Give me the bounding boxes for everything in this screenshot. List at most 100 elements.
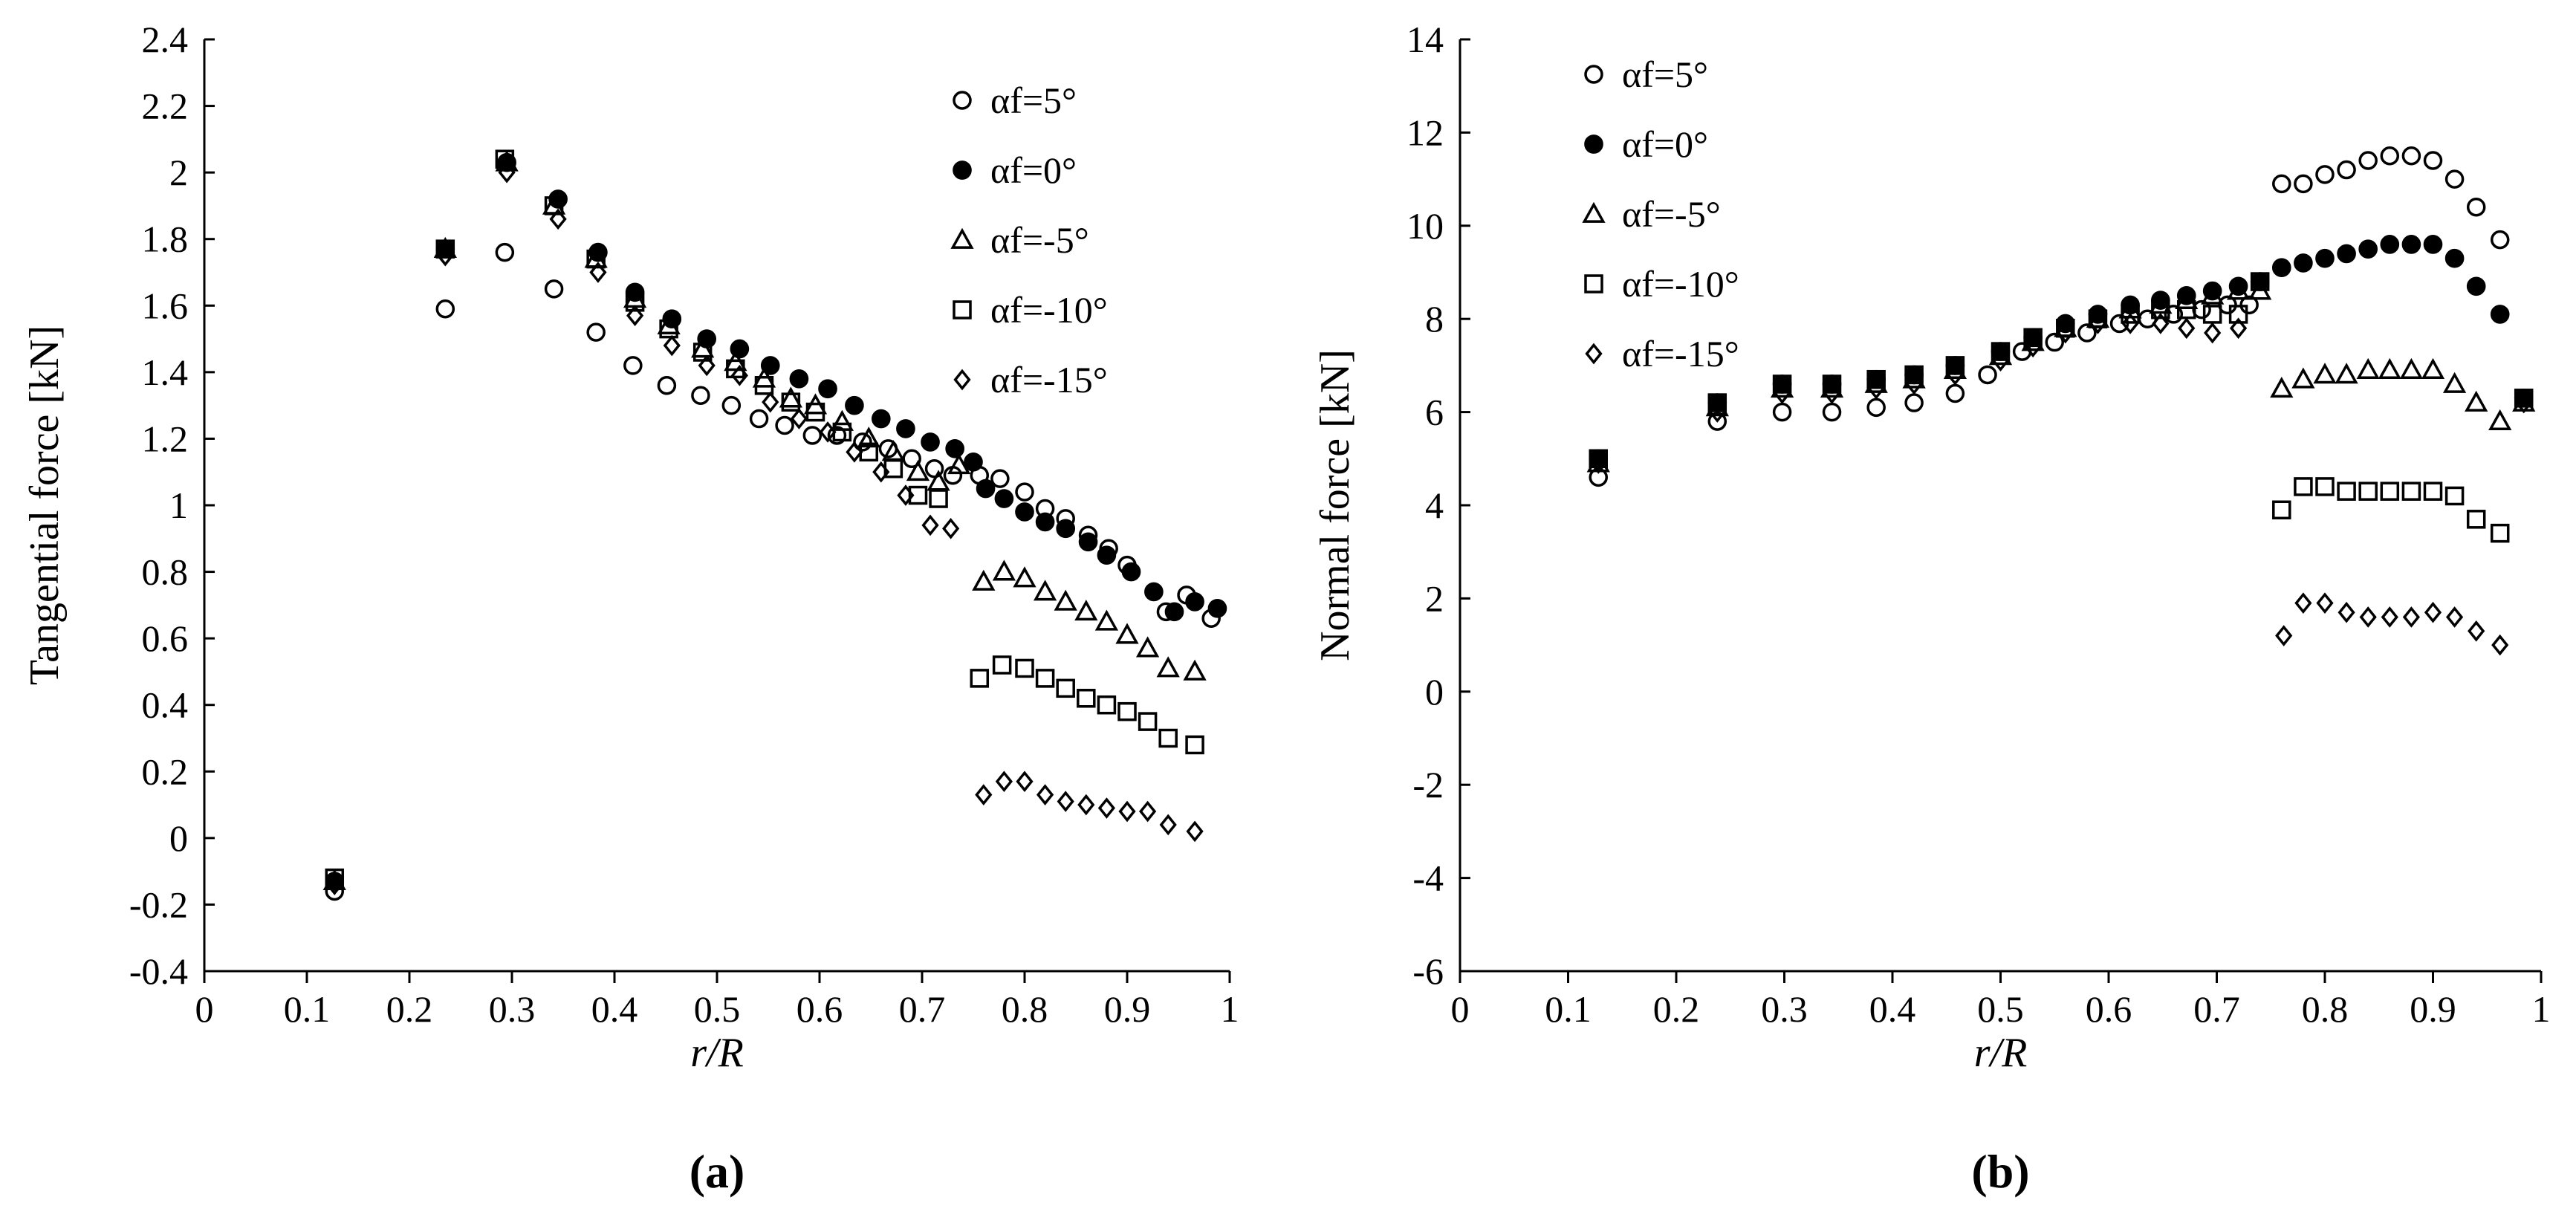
- data-point-open-square: [2088, 309, 2108, 328]
- y-tick-label: 0: [1425, 671, 1444, 713]
- data-point-open-circle: [1015, 482, 1034, 502]
- x-tick-label: 0: [1451, 988, 1470, 1030]
- data-point-open-triangle: [779, 386, 802, 408]
- legend-marker-open-circle: [1584, 65, 1603, 84]
- data-point-open-triangle: [1770, 376, 1794, 398]
- legend-label: αf=0°: [1622, 123, 1708, 165]
- data-point-filled-circle: [2490, 305, 2510, 324]
- y-tick-label: 1.8: [142, 218, 189, 260]
- data-point-open-diamond: [2178, 317, 2196, 340]
- x-tick-label: 0: [195, 988, 214, 1030]
- legend-label: αf=-5°: [990, 219, 1089, 261]
- data-point-open-diamond: [2468, 620, 2485, 642]
- legend-label: αf=-15°: [1622, 333, 1739, 374]
- data-point-open-diamond: [1991, 350, 2010, 372]
- data-point-open-circle: [544, 279, 564, 299]
- data-point-open-circle: [435, 299, 455, 319]
- x-tick-label: 0.5: [1977, 988, 2024, 1030]
- data-point-filled-circle: [1015, 502, 1034, 522]
- data-point-open-square: [929, 489, 948, 508]
- x-tick-label: 0.5: [694, 988, 741, 1030]
- plot-area: [322, 149, 1227, 901]
- data-point-open-diamond: [626, 305, 644, 327]
- data-point-open-diamond: [1036, 784, 1054, 805]
- data-point-open-diamond: [663, 334, 681, 357]
- data-point-open-diamond: [549, 208, 567, 230]
- data-point-filled-circle: [2466, 276, 2486, 296]
- data-point-open-circle: [2045, 332, 2064, 352]
- data-point-open-triangle: [1054, 589, 1077, 611]
- data-point-open-diamond: [872, 461, 890, 483]
- data-point-open-diamond: [2402, 606, 2421, 628]
- data-point-open-triangle: [1988, 344, 2013, 366]
- x-tick-label: 0.3: [1761, 988, 1808, 1030]
- data-point-open-triangle: [1115, 623, 1139, 644]
- data-point-open-diamond: [1016, 771, 1034, 793]
- y-tick-label: 6: [1425, 392, 1444, 433]
- x-tick-label: 0.1: [1545, 988, 1592, 1030]
- y-tick-label: -2: [1412, 764, 1444, 805]
- data-point-open-diamond: [1159, 814, 1177, 836]
- data-point-open-diamond: [1138, 800, 1157, 823]
- data-point-open-square: [970, 669, 990, 688]
- data-point-open-diamond: [2294, 592, 2312, 614]
- data-point-open-circle: [2315, 165, 2335, 184]
- data-point-open-square: [2444, 486, 2465, 506]
- data-point-open-square: [2250, 272, 2270, 291]
- data-point-open-triangle: [1183, 659, 1207, 681]
- data-point-open-circle: [1822, 402, 1842, 422]
- data-point-open-diamond: [942, 518, 960, 539]
- y-tick-label: 2.4: [142, 19, 189, 60]
- y-tick-label: 0: [169, 817, 188, 859]
- data-point-open-square: [754, 376, 774, 395]
- data-point-filled-circle: [1144, 582, 1164, 602]
- data-point-open-square: [2358, 481, 2378, 501]
- data-point-filled-circle: [789, 369, 809, 389]
- y-tick-label: 2: [1425, 577, 1444, 619]
- chart-normal-force: -6 -4 -2 0 2 4 6 8 10 12 14 0 0.1 0.2 0.3 0.4 0.5 0.6 0.7 0…: [1312, 19, 2551, 1198]
- data-point-open-triangle: [2313, 363, 2337, 384]
- x-tick-label: 0.2: [1653, 988, 1700, 1030]
- data-point-open-square: [1077, 689, 1096, 708]
- data-point-open-diamond: [436, 244, 454, 267]
- data-point-open-diamond: [995, 771, 1013, 793]
- data-point-open-circle: [623, 356, 643, 375]
- data-point-open-diamond: [589, 262, 607, 283]
- series-open-diamond: [1589, 313, 2533, 656]
- y-tick-label: 0.6: [142, 617, 189, 659]
- data-point-open-square: [2423, 481, 2443, 501]
- data-point-open-diamond: [1589, 453, 1607, 474]
- data-point-open-triangle: [2335, 363, 2358, 384]
- data-point-filled-circle: [1078, 532, 1098, 552]
- data-point-open-circle: [2077, 323, 2097, 343]
- y-tick-label: 0.2: [142, 750, 189, 792]
- data-point-open-circle: [775, 415, 794, 435]
- x-axis-title: r/R: [1974, 1030, 2028, 1076]
- data-point-open-square: [2023, 328, 2043, 348]
- legend-label: αf=0°: [990, 149, 1077, 191]
- x-tick-label: 0.9: [2410, 988, 2456, 1030]
- data-point-open-triangle: [906, 459, 930, 481]
- data-point-filled-circle: [818, 379, 837, 399]
- data-point-open-square: [1866, 369, 1886, 389]
- data-point-open-circle: [2466, 197, 2486, 217]
- y-tick-label: -4: [1412, 857, 1444, 899]
- y-tick-label: 1.6: [142, 285, 189, 326]
- data-point-open-diamond: [921, 514, 939, 536]
- legend-marker-open-circle: [953, 91, 972, 110]
- data-point-open-diamond: [698, 354, 716, 377]
- y-tick-label: 0.4: [142, 684, 189, 726]
- data-point-open-square: [1035, 669, 1055, 688]
- data-point-open-triangle: [947, 453, 971, 475]
- y-tick-label: 4: [1425, 484, 1444, 526]
- data-point-open-triangle: [1135, 636, 1160, 658]
- data-point-open-triangle: [1156, 656, 1180, 678]
- data-point-filled-circle: [2401, 235, 2421, 254]
- data-point-open-circle: [802, 426, 823, 445]
- data-point-open-triangle: [691, 337, 715, 358]
- data-point-open-diamond: [2057, 322, 2074, 344]
- y-tick-label: 8: [1425, 298, 1444, 340]
- data-point-open-square: [1117, 701, 1137, 721]
- data-point-open-diamond: [2024, 336, 2042, 358]
- data-point-filled-circle: [1207, 599, 1227, 618]
